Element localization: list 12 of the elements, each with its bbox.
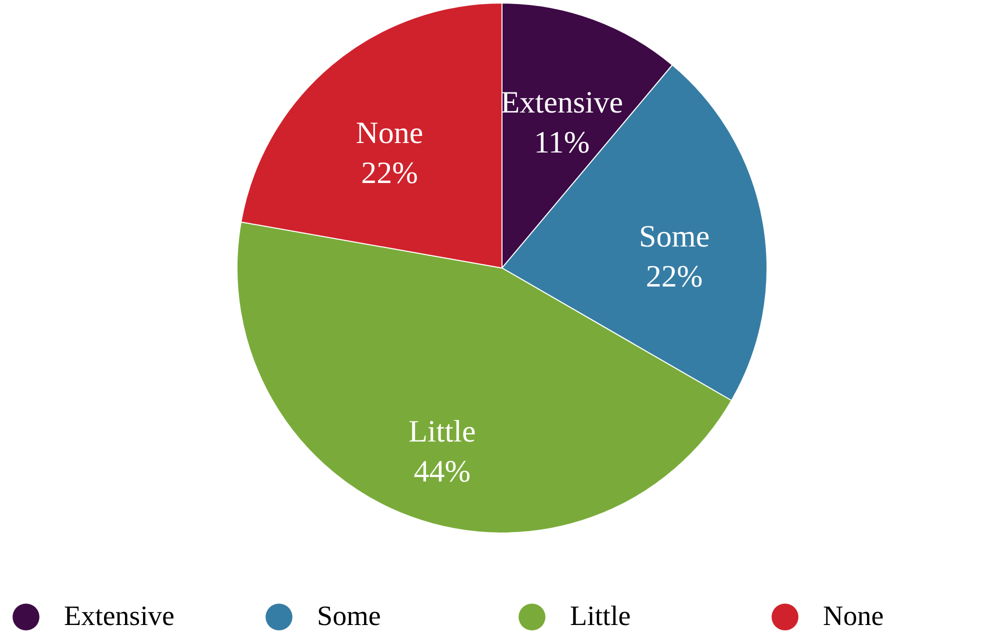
legend-label: Extensive	[64, 601, 174, 632]
slice-label: Extensive	[500, 84, 623, 120]
slice-label: Some	[639, 218, 710, 254]
legend-label: Little	[570, 601, 631, 632]
data-label: 22%	[646, 258, 703, 294]
slice-label: Little	[408, 413, 476, 448]
legend-label: Some	[317, 601, 381, 632]
slice-label: None	[356, 114, 424, 150]
data-label: 44%	[414, 453, 471, 488]
data-label: 22%	[361, 154, 418, 190]
legend-label: None	[823, 601, 884, 632]
data-label: 11%	[534, 124, 590, 160]
